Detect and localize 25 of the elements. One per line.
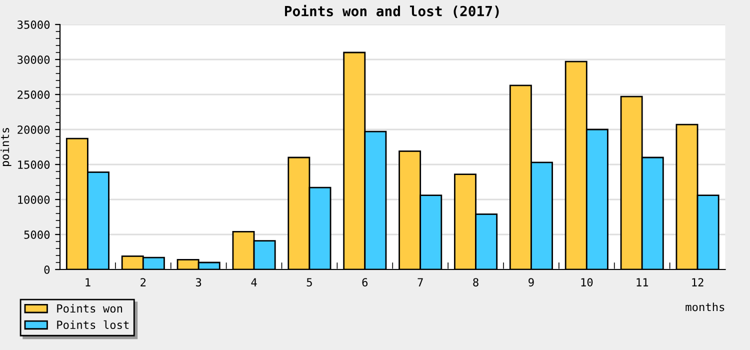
x-tick-label: 5 bbox=[306, 278, 312, 286]
y-tick-label: 20000 bbox=[18, 126, 50, 134]
y-tick-label: 15000 bbox=[18, 160, 50, 169]
x-tick-label: 7 bbox=[418, 278, 423, 286]
x-tick-label: 6 bbox=[362, 278, 368, 286]
x-tick-label: 8 bbox=[473, 278, 478, 286]
chart-title: Points won and lost (2017) bbox=[285, 4, 499, 18]
x-tick-label: 10 bbox=[581, 278, 593, 286]
y-axis-title: points bbox=[0, 128, 12, 166]
y-tick-label: 5000 bbox=[24, 230, 50, 239]
x-tick-label: 4 bbox=[251, 278, 257, 286]
y-tick-label: 30000 bbox=[18, 56, 50, 64]
x-tick-label: 9 bbox=[528, 278, 534, 286]
x-tick-label: 11 bbox=[636, 278, 648, 286]
x-tick-label: 12 bbox=[692, 278, 704, 286]
x-axis-title: months bbox=[686, 302, 724, 312]
legend-label: Points lost bbox=[57, 320, 129, 330]
y-tick-label: 10000 bbox=[18, 196, 50, 204]
y-tick-label: 35000 bbox=[18, 20, 50, 29]
y-tick-label: 0 bbox=[44, 266, 50, 274]
x-tick-label: 3 bbox=[196, 278, 202, 286]
y-tick-label: 25000 bbox=[18, 90, 50, 99]
x-tick-label: 1 bbox=[86, 278, 90, 286]
legend-label: Points won bbox=[57, 304, 122, 313]
x-tick-label: 2 bbox=[140, 278, 146, 286]
